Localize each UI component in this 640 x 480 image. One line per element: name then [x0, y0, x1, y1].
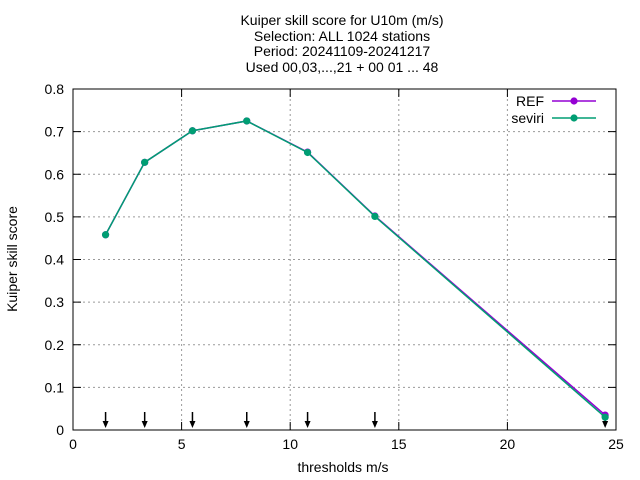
data-point — [601, 413, 609, 421]
threshold-arrow — [371, 412, 378, 428]
x-tick-label: 15 — [391, 436, 407, 452]
series-line — [104, 120, 606, 416]
y-tick-label: 0.7 — [45, 124, 65, 140]
x-tick-label: 10 — [282, 436, 298, 452]
data-point — [141, 158, 149, 166]
threshold-arrow-head — [602, 421, 609, 428]
grid-lines — [73, 89, 616, 430]
threshold-arrow — [243, 412, 250, 428]
y-tick-label: 0.1 — [45, 379, 65, 395]
y-tick-label: 0.8 — [45, 81, 65, 97]
series-seviri — [101, 117, 609, 421]
x-tick-label: 25 — [608, 436, 624, 452]
chart-title: Kuiper skill score for U10m (m/s) Select… — [240, 12, 443, 75]
threshold-arrow-head — [189, 421, 196, 428]
x-axis-label: thresholds m/s — [297, 459, 388, 475]
threshold-arrow — [189, 412, 196, 428]
data-point — [371, 212, 379, 221]
x-tick-label: 0 — [69, 436, 77, 452]
threshold-arrow-head — [371, 421, 378, 428]
series-line — [104, 120, 606, 418]
data-point — [243, 117, 251, 125]
legend-marker — [570, 114, 578, 122]
title-line-3: Period: 20241109-20241217 — [254, 43, 431, 59]
y-tick-label: 0.2 — [45, 337, 65, 353]
y-tick-label: 0.3 — [45, 294, 65, 310]
y-tick-label: 0.4 — [45, 252, 65, 268]
data-point — [303, 148, 312, 157]
x-tick-label: 20 — [500, 436, 516, 452]
y-axis-label: Kuiper skill score — [4, 206, 20, 312]
title-line-2: Selection: ALL 1024 stations — [254, 28, 430, 44]
threshold-arrow — [304, 412, 311, 428]
title-line-4: Used 00,03,...,21 + 00 01 ... 48 — [246, 59, 439, 75]
title-line-1: Kuiper skill score for U10m (m/s) — [240, 12, 443, 28]
data-point — [188, 127, 197, 135]
legend-label: REF — [516, 93, 544, 109]
threshold-arrows — [102, 412, 609, 428]
y-tick-label: 0 — [56, 422, 64, 438]
y-tick-label: 0.5 — [45, 209, 65, 225]
threshold-arrow-head — [243, 421, 250, 428]
threshold-arrow-head — [141, 421, 148, 428]
legend-marker — [570, 97, 578, 105]
data-point — [101, 231, 110, 239]
threshold-arrow — [141, 412, 148, 428]
legend-label: seviri — [511, 110, 544, 126]
plot-frame — [72, 88, 617, 431]
threshold-arrow-head — [102, 421, 109, 428]
data-series — [101, 117, 609, 421]
y-tick-label: 0.6 — [45, 166, 65, 182]
x-tick-label: 5 — [178, 436, 186, 452]
threshold-arrow-head — [304, 421, 311, 428]
series-ref — [101, 117, 609, 419]
threshold-arrow — [102, 412, 109, 428]
tick-labels: 0 0.1 0.2 0.3 0.4 0.5 0.6 0.7 0.8 0 5 10 15 20 25 — [45, 81, 624, 452]
